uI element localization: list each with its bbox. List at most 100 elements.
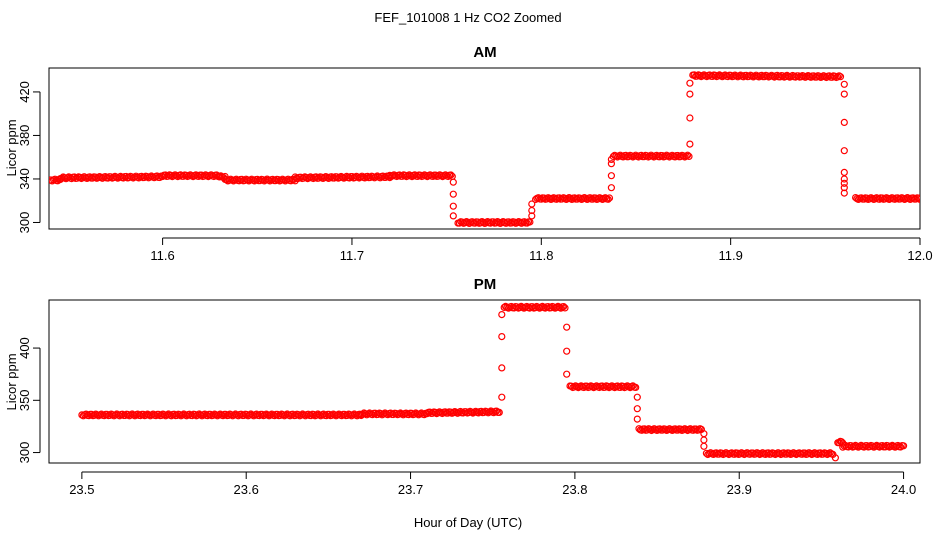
am-transition-point	[607, 160, 616, 168]
pm-transition-point	[563, 323, 571, 331]
pm-x-tick-label: 23.5	[69, 482, 94, 497]
pm-segment	[702, 449, 837, 459]
am-segment	[56, 172, 167, 183]
am-transition-point	[449, 190, 457, 198]
am-segment	[386, 171, 456, 181]
am-y-tick-label: 380	[17, 125, 32, 147]
am-transition-point	[607, 155, 616, 163]
am-segment	[159, 171, 223, 181]
am-transition-point	[840, 189, 848, 197]
pm-y-tick-label: 300	[17, 442, 32, 464]
pm-point	[632, 383, 640, 391]
am-segment	[851, 194, 920, 203]
panel-pm: PM Licor ppm 300 350 400 23.5 23.6 23.7 23.8 23…	[4, 276, 921, 497]
pm-segment	[78, 410, 365, 420]
am-point	[916, 195, 920, 203]
am-y-tick-label: 300	[17, 212, 32, 234]
am-segment	[609, 151, 693, 161]
am-y-tick-label: 420	[17, 81, 32, 103]
am-y-tick-label: 340	[17, 168, 32, 190]
pm-x-tick-label: 24.0	[891, 482, 916, 497]
pm-transition-point	[563, 370, 571, 378]
pm-point	[495, 408, 503, 416]
pm-transition-point	[498, 311, 506, 319]
am-plot: 300 340 380 420 11.6 11.7 11.8 11.9 12.0	[17, 67, 933, 263]
pm-x-tick-label: 23.7	[398, 482, 423, 497]
am-transition-point	[528, 212, 536, 220]
am-transition-point	[607, 172, 616, 180]
am-transition-point	[840, 90, 848, 98]
pm-transition-point	[633, 405, 641, 413]
am-transition-point	[607, 184, 616, 192]
figure-title: FEF_101008 1 Hz CO2 Zoomed	[374, 10, 561, 25]
am-segment	[531, 194, 614, 203]
am-transition-point	[840, 168, 848, 176]
pm-transition-point	[831, 454, 840, 462]
pm-x-tick-label: 23.8	[562, 482, 587, 497]
am-ylabel: Licor ppm	[4, 119, 19, 176]
am-transition-point	[686, 114, 694, 122]
pm-segment	[500, 302, 569, 312]
am-transition-point	[840, 179, 848, 187]
pm-y-tick-label: 350	[17, 389, 32, 411]
am-segment	[221, 175, 299, 185]
am-transition-point	[840, 80, 848, 88]
am-x-tick-label: 11.9	[718, 248, 742, 263]
am-title: AM	[473, 44, 496, 61]
am-segment	[454, 218, 534, 227]
pm-plot: 300 350 400 23.5 23.6 23.7 23.8 23.9 24.0	[17, 299, 921, 497]
am-transition-point	[449, 212, 457, 220]
pm-point	[695, 426, 703, 434]
am-transition-point	[840, 175, 848, 183]
am-transition-point	[840, 147, 848, 155]
am-segment	[291, 172, 394, 183]
am-point	[685, 152, 693, 160]
pm-point	[561, 304, 569, 312]
am-point	[447, 171, 455, 179]
pm-transition-point	[498, 364, 506, 372]
pm-segment	[839, 441, 908, 451]
pm-segment	[423, 407, 503, 418]
pm-x-tick-label: 23.9	[727, 482, 752, 497]
pm-transition-point	[498, 333, 506, 341]
pm-transition-point	[700, 442, 708, 450]
am-data-points	[49, 71, 920, 227]
am-x-tick-label: 11.7	[340, 248, 364, 263]
pm-point	[899, 442, 908, 450]
pm-segment	[566, 382, 640, 392]
am-point	[836, 73, 845, 81]
panel-am: AM Licor ppm 300 340 380 420 11.6 11.7 11.8 11.…	[4, 44, 933, 263]
pm-point	[559, 303, 568, 311]
am-transition-point	[686, 140, 694, 148]
am-transition-point	[686, 79, 694, 87]
am-segment	[689, 71, 845, 82]
pm-segment	[635, 425, 706, 435]
pm-transition-point	[633, 415, 641, 423]
pm-ylabel: Licor ppm	[4, 353, 19, 410]
x-axis-label: Hour of Day (UTC)	[414, 515, 522, 530]
am-plot-frame	[48, 67, 921, 230]
am-point	[683, 151, 692, 159]
am-x-tick-label: 11.6	[150, 248, 174, 263]
am-point	[605, 194, 614, 202]
pm-title: PM	[474, 276, 497, 293]
am-transition-point	[528, 200, 536, 208]
pm-transition-point	[498, 393, 506, 401]
pm-data-points	[78, 302, 908, 462]
am-transition-point	[449, 178, 457, 186]
am-point	[526, 218, 534, 226]
pm-plot-frame	[48, 299, 921, 464]
pm-x-tick-label: 23.6	[234, 482, 259, 497]
am-transition-point	[840, 118, 848, 127]
am-x-tick-label: 12.0	[907, 248, 932, 263]
am-x-tick-label: 11.8	[529, 248, 553, 263]
am-point	[915, 194, 920, 202]
pm-transition-point	[563, 347, 571, 355]
pm-y-tick-label: 400	[17, 337, 32, 359]
pm-transition-point	[633, 393, 641, 401]
pm-segment	[357, 409, 431, 419]
am-transition-point	[686, 90, 694, 98]
am-point	[834, 73, 842, 81]
am-point	[604, 195, 612, 203]
